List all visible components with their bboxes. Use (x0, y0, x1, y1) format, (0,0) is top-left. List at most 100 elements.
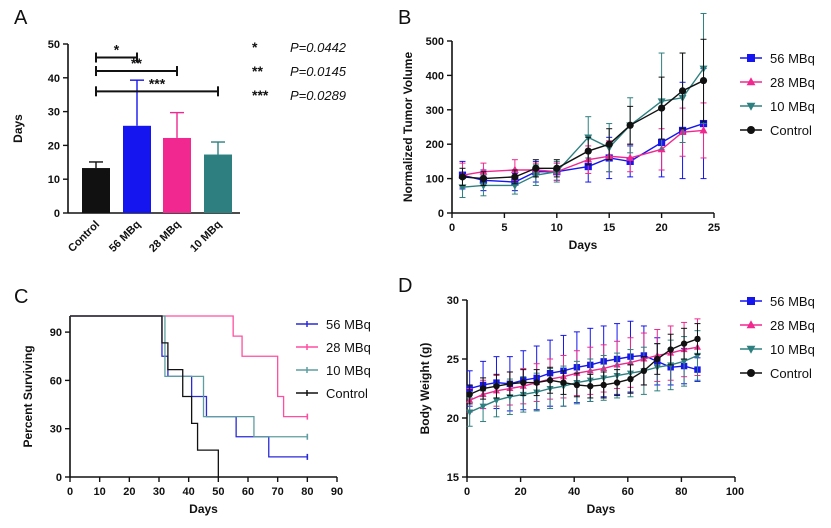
series-0 (458, 68, 708, 192)
p-value-marker: *** (252, 87, 269, 103)
survival-curve (70, 315, 308, 418)
legend-label: Control (770, 366, 812, 381)
y-tick-label: 0 (54, 208, 60, 220)
x-tick-label: 90 (331, 486, 343, 498)
y-tick-label: 20 (48, 140, 60, 152)
x-tick-label: 56 MBq (107, 219, 143, 255)
data-point (506, 380, 514, 387)
x-tick-label: 50 (212, 486, 224, 498)
x-axis-label: Days (569, 238, 598, 252)
series-1 (70, 315, 309, 420)
legend-label: 10 MBq (770, 99, 815, 114)
p-value-label: P=0.0289 (290, 88, 346, 103)
legend-label: Control (326, 386, 368, 401)
panel-letter-c: C (14, 286, 28, 308)
data-point (680, 358, 688, 366)
legend-marker (747, 126, 755, 134)
legend-label: 28 MBq (326, 340, 371, 355)
data-point (458, 173, 467, 181)
x-tick-label: 60 (622, 486, 634, 498)
panel-letter-d: D (398, 275, 412, 297)
p-value-label: P=0.0145 (290, 64, 347, 79)
data-point (694, 335, 701, 343)
legend-marker (746, 320, 756, 329)
x-tick-label: 20 (655, 222, 667, 234)
series-2 (70, 315, 309, 440)
data-point (479, 175, 488, 183)
y-tick-label: 100 (426, 174, 444, 186)
p-value-label: P=0.0442 (290, 40, 347, 55)
data-point (466, 391, 473, 398)
x-tick-label: 60 (242, 486, 254, 498)
data-point (533, 379, 540, 386)
data-point (605, 140, 613, 148)
data-point (510, 182, 519, 190)
data-point (667, 346, 674, 353)
data-point (667, 362, 675, 369)
y-tick-label: 20 (447, 413, 459, 425)
bar (163, 137, 191, 213)
data-point (699, 126, 708, 134)
x-tick-label: 0 (464, 486, 470, 498)
y-tick-label: 60 (50, 375, 62, 387)
data-point (654, 355, 661, 363)
series-0 (70, 315, 309, 460)
panel-a-bar-chart: 0 10 20 30 40 50 Days Control 56 MBq 28 MBq 10 MBq… (11, 39, 347, 255)
x-tick-label: 40 (568, 486, 580, 498)
y-tick-label: 25 (447, 354, 459, 366)
x-axis-label: Days (189, 502, 218, 516)
series-line (462, 68, 705, 188)
data-point (678, 87, 687, 95)
data-point (553, 164, 561, 172)
significance-marker: ** (131, 55, 142, 71)
survival-curve (70, 315, 308, 438)
y-tick-label: 300 (426, 105, 444, 117)
series-3 (458, 38, 708, 186)
series-3 (70, 315, 219, 477)
x-tick-label: 10 MBq (188, 219, 224, 255)
x-axis-label: Days (587, 502, 616, 516)
y-axis-label: Days (11, 114, 25, 143)
y-tick-label: 30 (48, 107, 60, 119)
panel-letter-b: B (398, 7, 411, 29)
y-tick-label: 15 (447, 472, 459, 484)
significance-marker: *** (149, 75, 166, 91)
data-point (573, 381, 581, 389)
legend-marker (747, 54, 755, 62)
y-tick-label: 200 (426, 139, 444, 151)
y-axis-label: Normalized Tumor Volume (401, 52, 415, 203)
data-point (493, 382, 500, 390)
series-2 (466, 330, 701, 427)
legend-marker (747, 297, 755, 305)
significance-marker: * (114, 42, 120, 58)
data-point (680, 340, 688, 347)
series-1 (458, 102, 708, 188)
legend-label: 28 MBq (770, 318, 815, 333)
x-tick-label: 10 (94, 486, 106, 498)
legend-label: 10 MBq (326, 363, 371, 378)
legend-label: 56 MBq (326, 317, 371, 332)
data-point (587, 382, 594, 390)
data-point (560, 379, 567, 386)
x-tick-label: 40 (183, 486, 195, 498)
data-point (511, 173, 519, 181)
x-tick-label: 20 (123, 486, 135, 498)
y-tick-label: 400 (426, 70, 444, 82)
panel-b-tumor-volume-chart: 0 5 10 15 20 25 0 100 200 300 400 500 Days Normalized… (401, 12, 815, 252)
legend-label: 28 MBq (770, 75, 815, 90)
y-tick-label: 10 (48, 174, 60, 186)
bar (123, 125, 151, 213)
series-3 (466, 323, 701, 405)
data-point (627, 375, 634, 383)
x-tick-label: 15 (603, 222, 615, 234)
data-point (546, 377, 554, 384)
series-line (462, 129, 704, 176)
series-line (462, 122, 704, 183)
data-point (613, 379, 621, 386)
y-tick-label: 30 (447, 295, 459, 307)
x-tick-label: 0 (449, 222, 455, 234)
x-tick-label: Control (66, 219, 102, 255)
x-tick-label: 28 MBq (147, 219, 183, 255)
data-point (584, 147, 592, 155)
